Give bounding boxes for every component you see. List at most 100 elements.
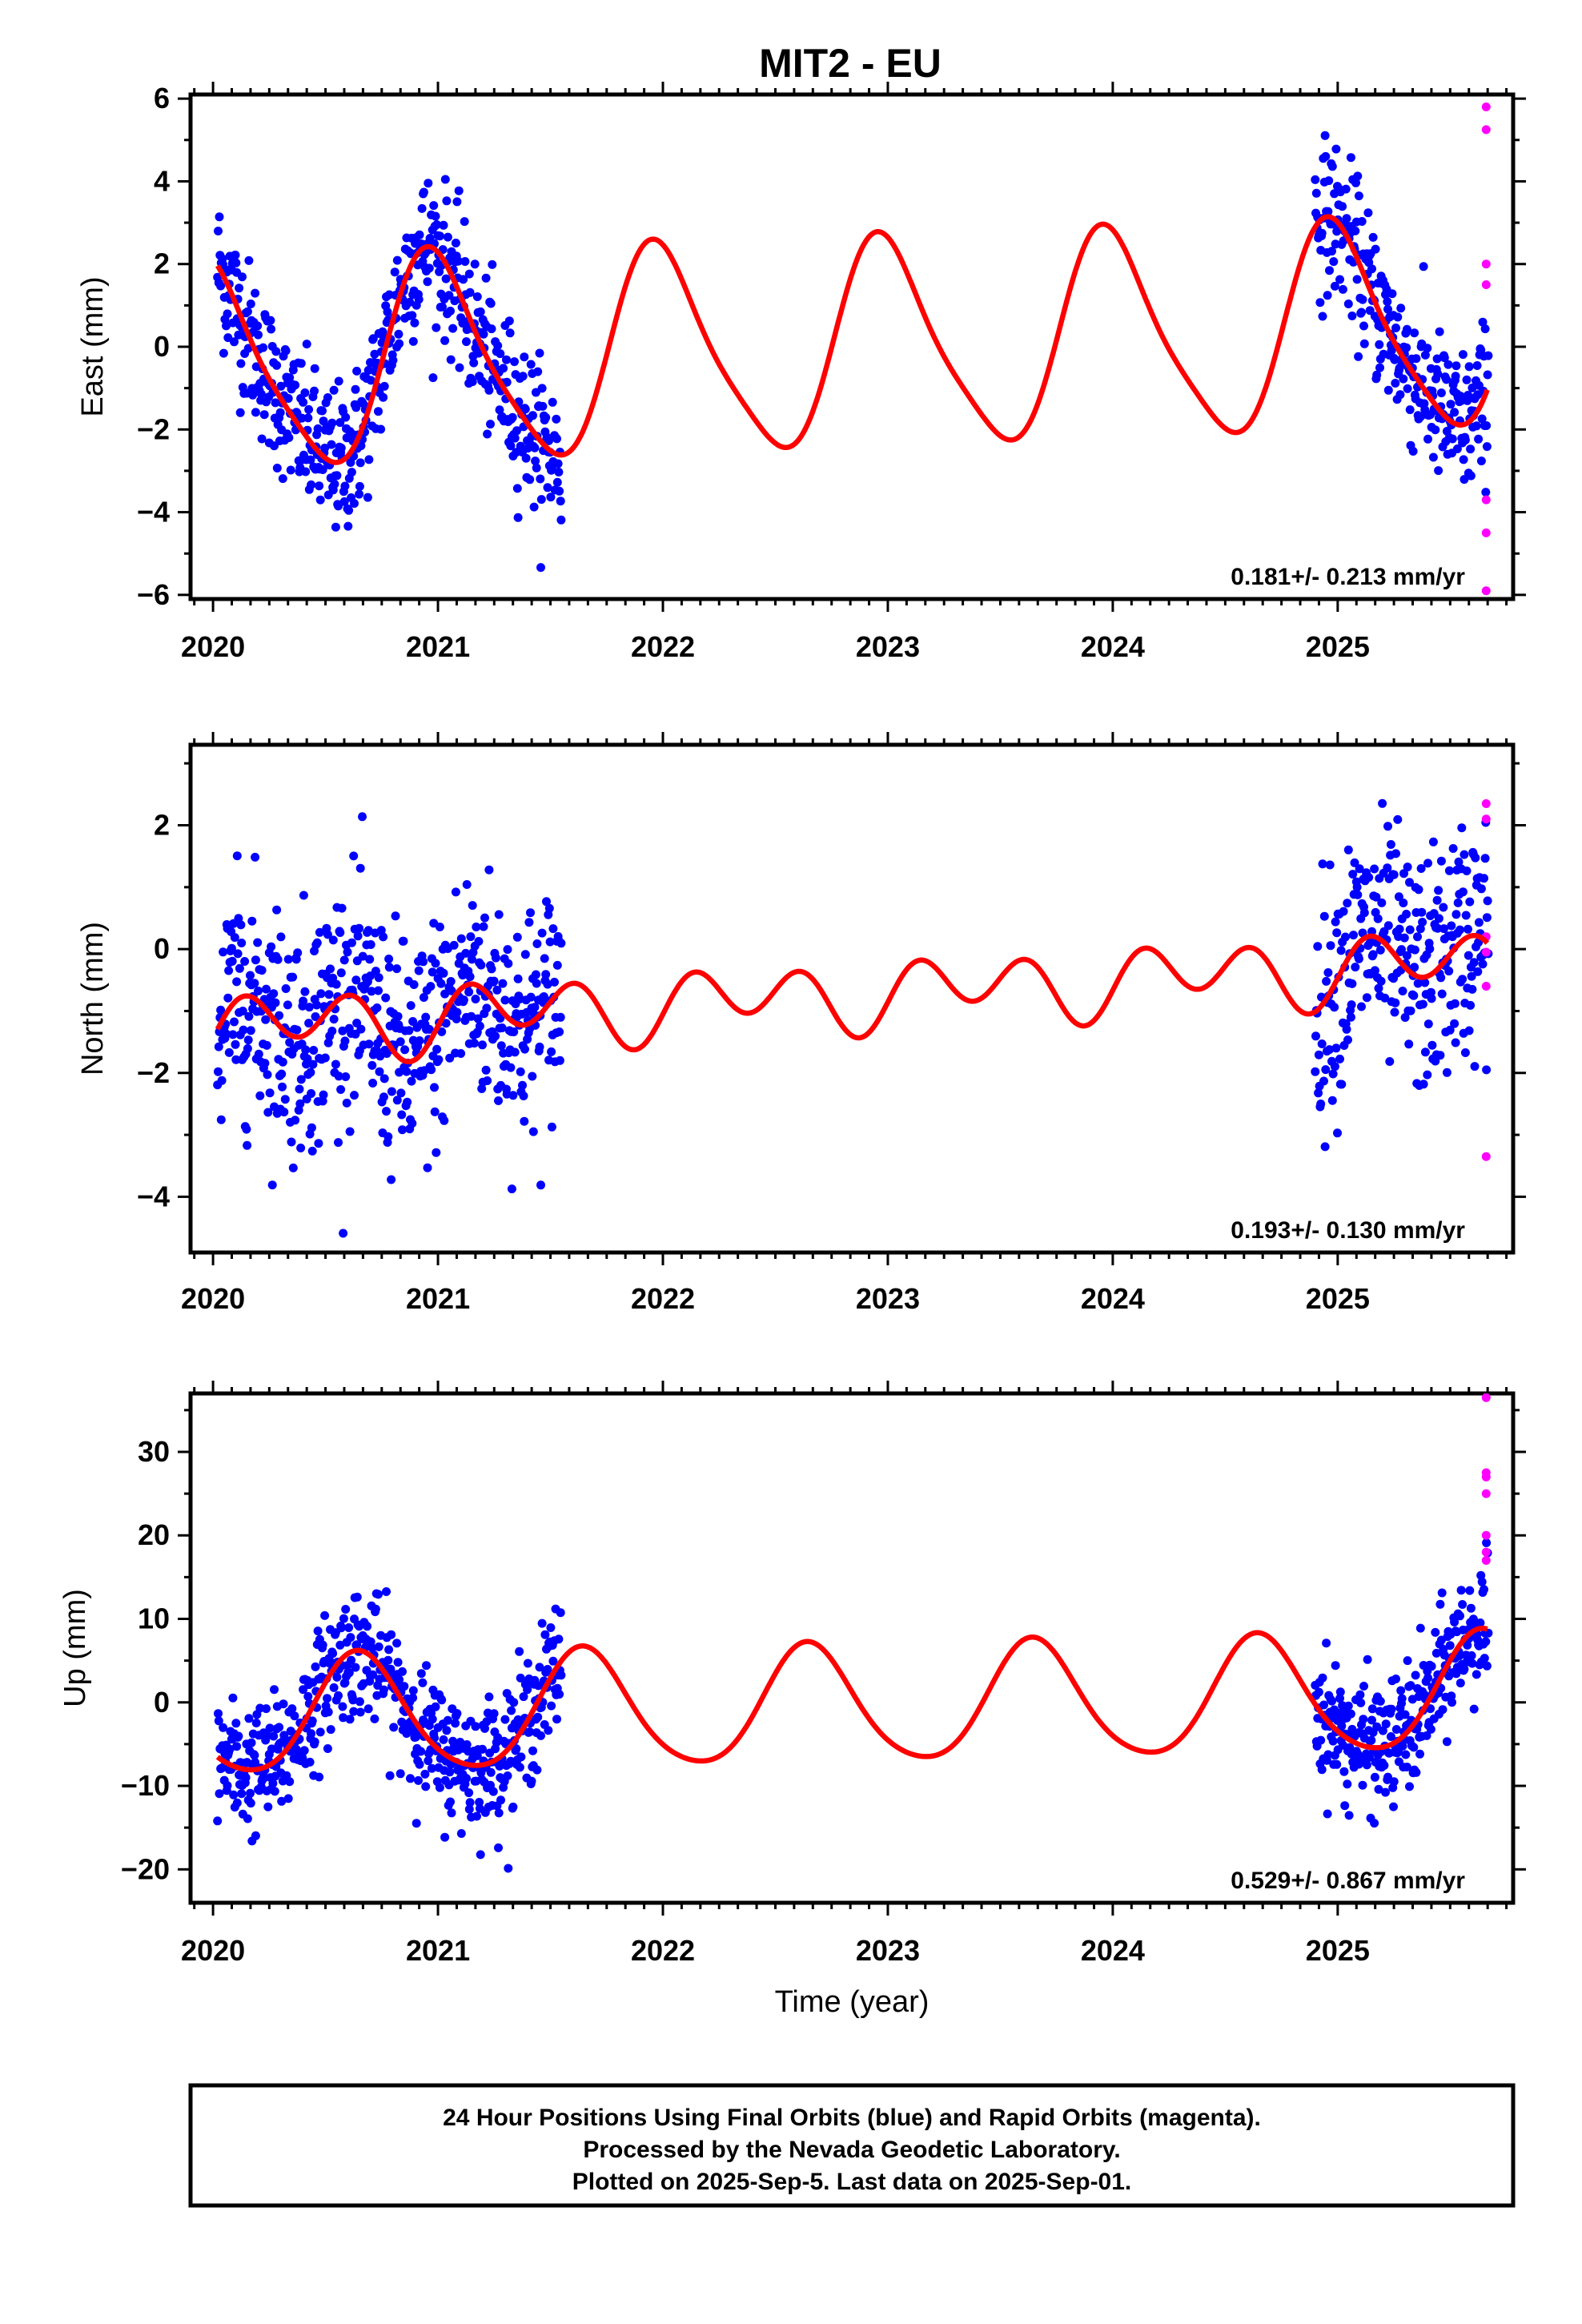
data-point-final: [526, 908, 535, 918]
data-point-final: [432, 1044, 442, 1054]
data-point-final: [1477, 1577, 1487, 1586]
data-point-final: [1389, 1777, 1399, 1787]
data-point-final: [315, 495, 325, 505]
data-point-final: [1402, 910, 1411, 919]
data-point-final: [532, 1765, 542, 1775]
data-point-final: [243, 1814, 252, 1823]
data-point-final: [1351, 178, 1360, 187]
data-point-final: [1319, 1700, 1328, 1710]
data-point-final: [1467, 971, 1476, 981]
data-point-final: [323, 1744, 332, 1753]
data-point-final: [1456, 925, 1464, 935]
data-point-final: [519, 1092, 528, 1100]
data-point-final: [428, 967, 437, 977]
data-point-final: [1460, 475, 1469, 485]
data-point-final: [300, 388, 310, 397]
data-point-final: [1400, 1013, 1410, 1022]
data-point-final: [1357, 1002, 1366, 1011]
data-point-final: [263, 1108, 273, 1117]
x-tick-label: 2024: [1081, 630, 1145, 663]
data-point-final: [299, 891, 308, 900]
data-point-final: [1483, 370, 1492, 380]
data-point-final: [355, 1707, 365, 1717]
data-point-final: [1477, 414, 1487, 424]
data-point-final: [1460, 1664, 1469, 1674]
data-point-final: [295, 1084, 304, 1094]
data-point-final: [1367, 1735, 1376, 1745]
data-point-final: [424, 1024, 434, 1034]
data-point-final: [271, 998, 280, 1007]
data-point-final: [353, 931, 363, 941]
data-point-final: [555, 486, 564, 496]
data-point-final: [329, 385, 339, 395]
data-point-final: [1480, 874, 1488, 883]
data-point-final: [532, 939, 542, 948]
data-point-final: [340, 1036, 350, 1046]
y-tick-label: 4: [154, 164, 170, 197]
data-point-final: [459, 995, 468, 1005]
data-point-final: [250, 979, 259, 988]
data-point-final: [440, 175, 450, 184]
data-point-final: [499, 364, 508, 373]
data-point-final: [1354, 191, 1363, 201]
data-point-final: [350, 1091, 359, 1100]
data-point-final: [382, 1587, 391, 1596]
data-point-final: [260, 1059, 270, 1068]
data-point-final: [277, 1796, 287, 1806]
panel-up: 2020 2021 2022 2023 2024 2025 −20 −10 0 10 20 30 Up …: [58, 1381, 1526, 1967]
data-point-final: [367, 1643, 377, 1653]
data-point-final: [495, 405, 504, 415]
data-point-final: [365, 955, 375, 964]
data-point-final: [1396, 1686, 1406, 1695]
data-point-final: [518, 1080, 527, 1090]
data-point-final: [1472, 1670, 1481, 1679]
data-point-final: [396, 1088, 406, 1098]
data-point-final: [498, 979, 508, 988]
data-point-final: [351, 403, 361, 412]
x-tick-label: 2025: [1306, 630, 1370, 663]
data-point-final: [556, 515, 566, 525]
data-point-final: [547, 1047, 556, 1056]
data-point-final: [1443, 360, 1453, 369]
data-point-rapid: [1481, 586, 1491, 596]
data-point-final: [1457, 823, 1467, 833]
data-point-final: [1464, 362, 1474, 372]
data-point-final: [1439, 903, 1448, 912]
data-point-final: [275, 408, 285, 417]
data-point-final: [1460, 1048, 1470, 1057]
data-point-final: [255, 1091, 265, 1100]
data-point-final: [326, 964, 335, 974]
data-point-final: [1330, 281, 1339, 291]
data-point-final: [1437, 1588, 1447, 1598]
data-point-final: [243, 307, 252, 316]
data-point-final: [515, 1647, 524, 1656]
data-point-final: [1405, 925, 1415, 935]
x-tick-label: 2020: [181, 1934, 245, 1967]
data-point-final: [297, 413, 307, 423]
data-point-final: [254, 1049, 263, 1059]
data-point-final: [484, 1692, 494, 1702]
y-tick-label: 0: [154, 1686, 170, 1719]
data-point-final: [271, 398, 280, 408]
data-point-final: [403, 1097, 412, 1107]
data-point-final: [476, 960, 486, 970]
data-point-final: [336, 1623, 346, 1633]
data-point-final: [520, 950, 530, 959]
data-point-final: [431, 1702, 440, 1711]
data-point-final: [541, 970, 551, 979]
data-point-final: [1427, 1662, 1436, 1671]
plot-frame: [188, 742, 1516, 1255]
data-point-final: [341, 1605, 351, 1614]
data-point-final: [331, 522, 340, 532]
data-point-final: [1480, 854, 1490, 863]
data-point-final: [291, 1116, 300, 1125]
data-point-final: [277, 1069, 287, 1079]
data-point-final: [1455, 1651, 1464, 1661]
data-point-final: [371, 1604, 380, 1614]
data-point-final: [1354, 954, 1363, 963]
data-point-final: [358, 951, 367, 961]
data-point-final: [1406, 1006, 1415, 1015]
data-point-final: [355, 458, 365, 468]
data-point-final: [235, 283, 244, 293]
data-point-final: [305, 1757, 315, 1767]
